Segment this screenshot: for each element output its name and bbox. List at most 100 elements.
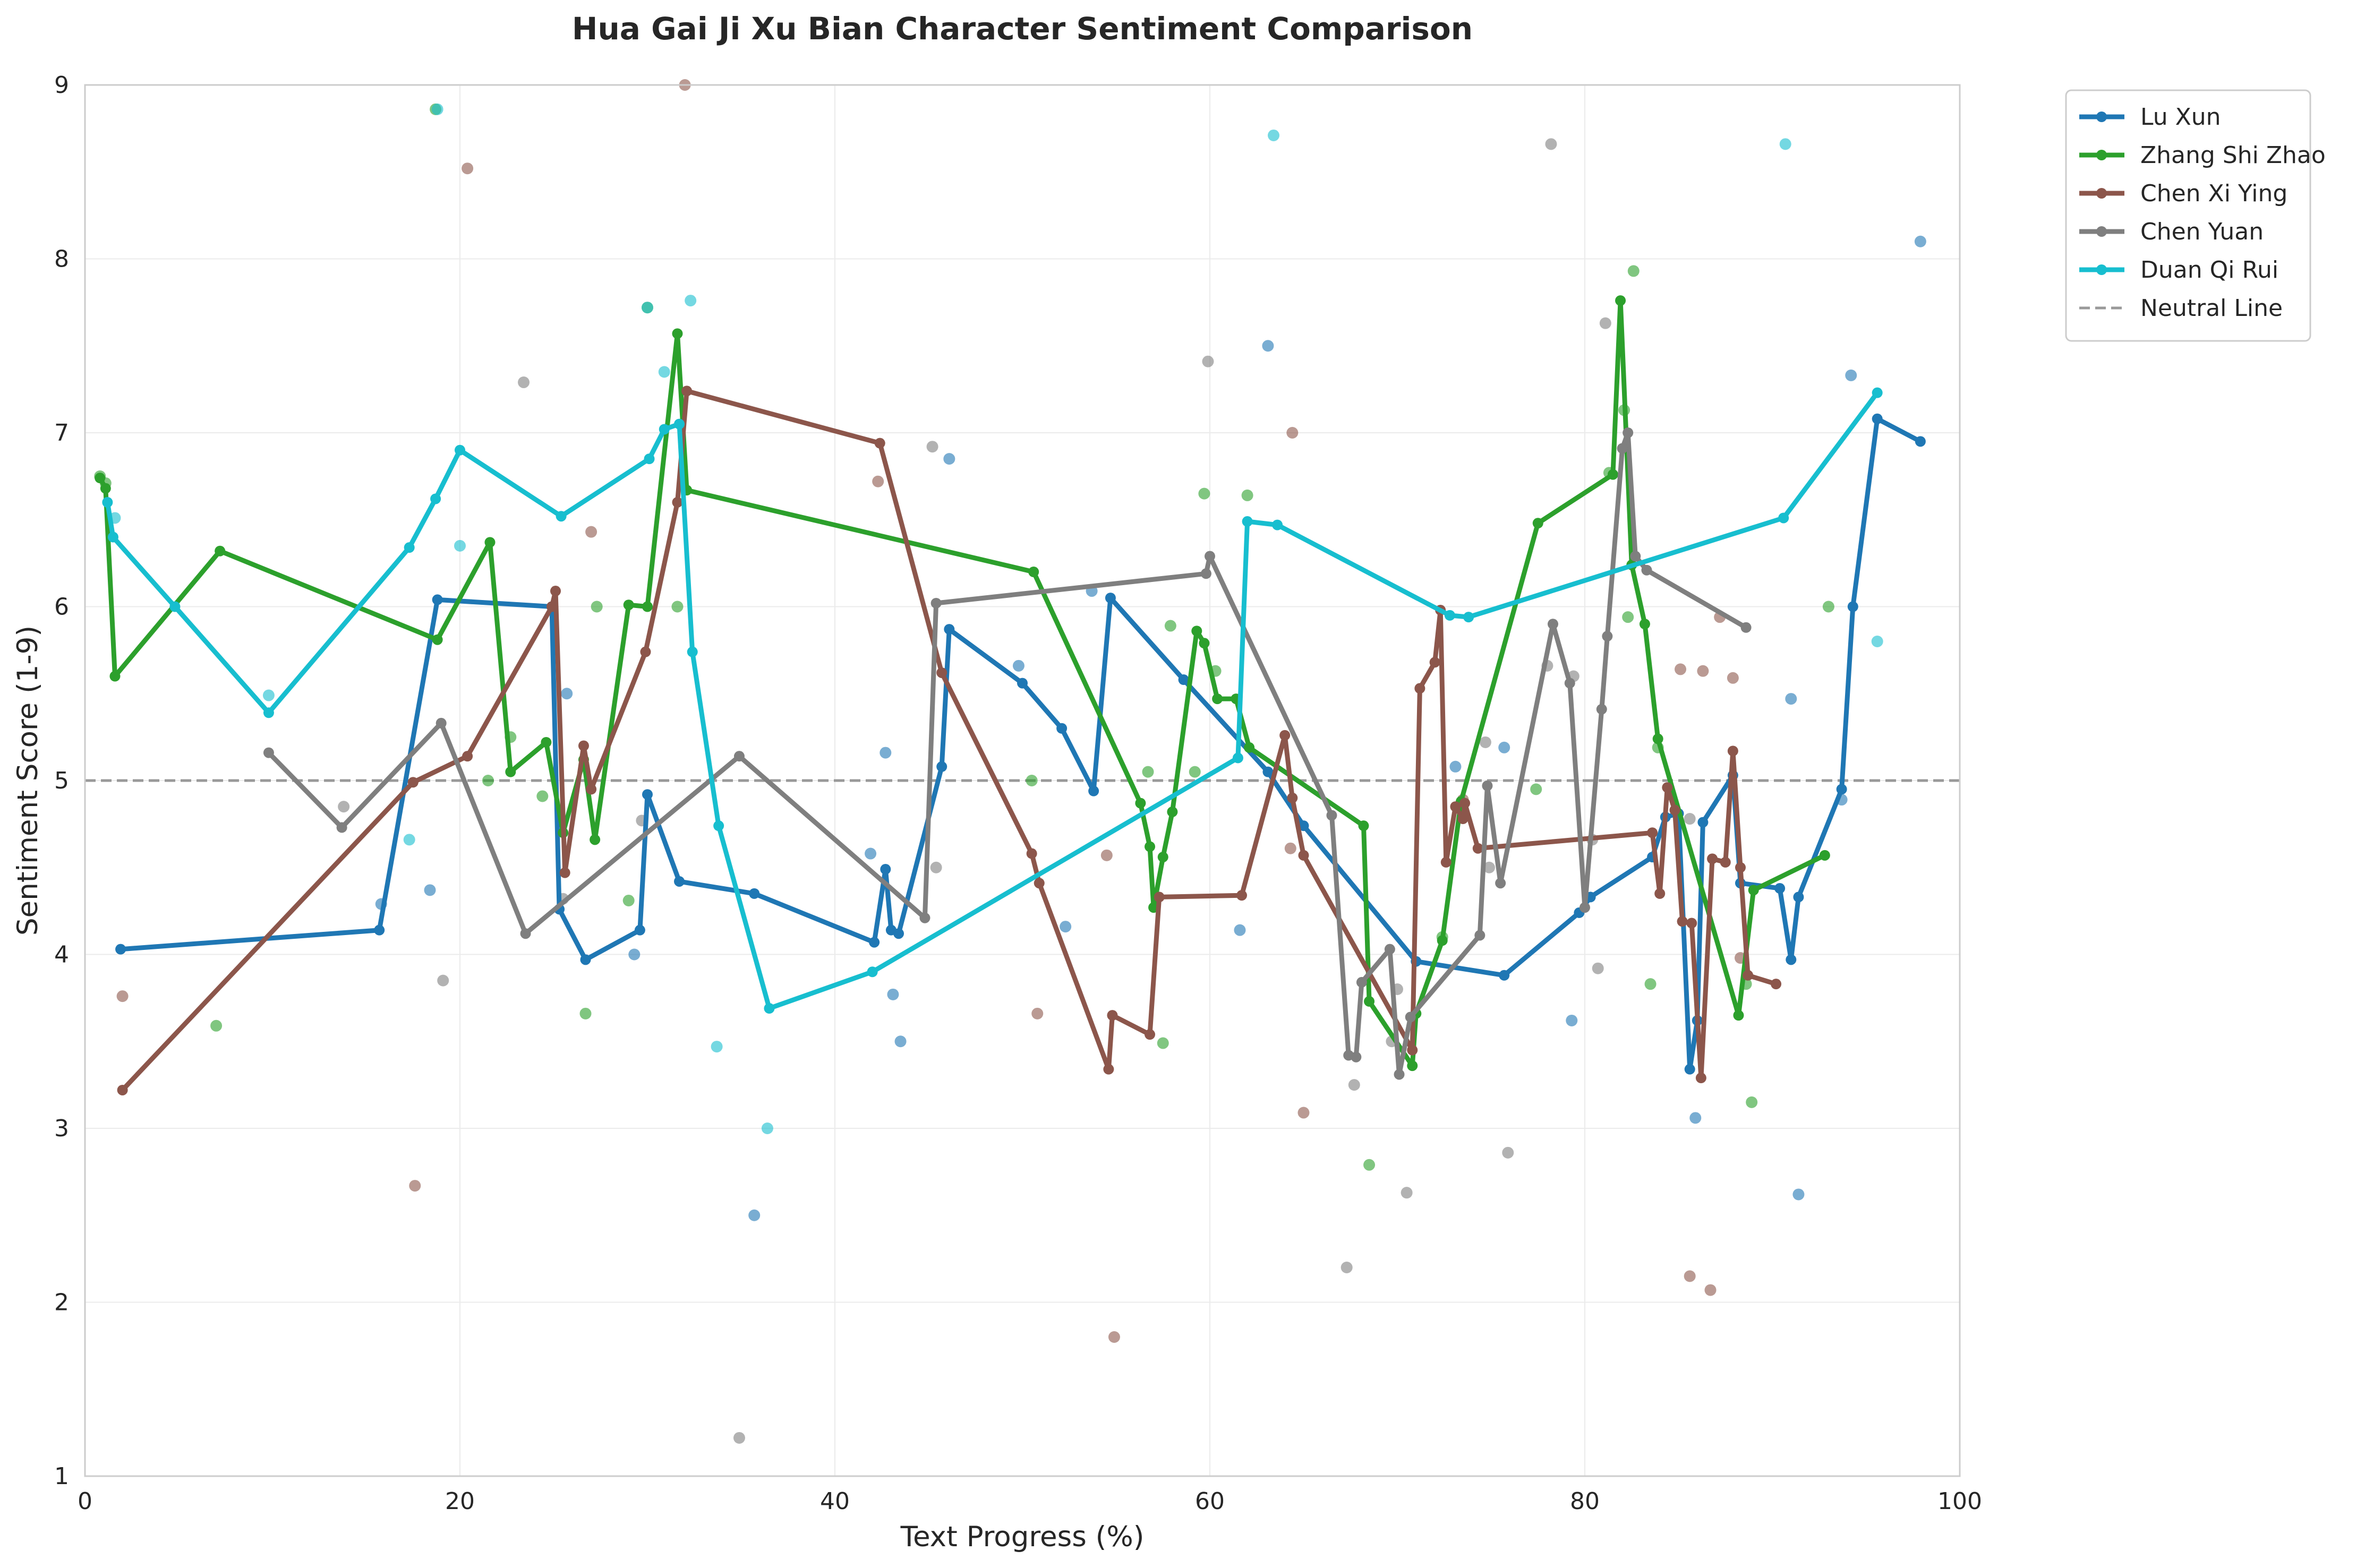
series-marker xyxy=(1287,792,1298,803)
scatter-point xyxy=(1449,760,1462,773)
series-marker xyxy=(1872,413,1883,424)
series-marker xyxy=(107,532,118,543)
series-marker xyxy=(1547,619,1558,630)
series-marker xyxy=(432,594,443,605)
series-marker xyxy=(672,328,683,339)
scatter-point xyxy=(1202,355,1214,367)
scatter-point xyxy=(642,302,653,314)
series-marker xyxy=(1279,730,1291,741)
series-marker xyxy=(944,624,955,635)
series-marker xyxy=(436,717,447,729)
scatter-point xyxy=(761,1123,773,1134)
series-marker xyxy=(1695,1073,1706,1084)
series-marker xyxy=(455,444,465,456)
scatter-point xyxy=(1502,1146,1514,1159)
series-marker xyxy=(1088,785,1099,796)
plot-frame xyxy=(84,84,1961,1477)
series-marker xyxy=(1232,752,1243,764)
series-marker xyxy=(733,751,745,762)
scatter-point xyxy=(1689,1112,1702,1124)
series-marker xyxy=(1407,1060,1418,1072)
series-marker xyxy=(1457,813,1468,825)
scatter-point xyxy=(1530,783,1542,795)
scatter-point xyxy=(1348,1079,1360,1091)
y-tick-label: 3 xyxy=(54,1115,69,1142)
scatter-point xyxy=(210,1019,223,1032)
series-marker xyxy=(1205,551,1215,562)
scatter-point xyxy=(1234,924,1246,936)
series-marker xyxy=(642,789,653,800)
scatter-point xyxy=(894,1035,907,1048)
series-marker xyxy=(867,966,878,978)
scatter-point xyxy=(409,1180,421,1192)
scatter-point xyxy=(1545,138,1557,150)
scatter-point xyxy=(1401,1187,1413,1199)
series-marker xyxy=(1915,436,1926,447)
series-marker xyxy=(1641,564,1652,576)
series-marker xyxy=(1444,610,1455,621)
series-marker xyxy=(95,473,106,484)
series-marker xyxy=(1607,469,1618,480)
scatter-point xyxy=(1592,962,1604,974)
series-marker xyxy=(1677,916,1688,927)
scatter-point xyxy=(1262,340,1274,352)
scatter-point xyxy=(431,103,443,115)
series-marker xyxy=(1707,853,1718,864)
series-marker xyxy=(559,867,570,878)
scatter-point xyxy=(733,1432,745,1444)
scatter-point xyxy=(1341,1262,1353,1273)
series-marker xyxy=(1847,601,1858,612)
series-marker xyxy=(109,671,121,682)
series-marker xyxy=(462,751,473,762)
scatter-point xyxy=(1622,611,1634,623)
scatter-point xyxy=(1241,489,1253,501)
series-marker xyxy=(1407,1044,1418,1056)
series-marker xyxy=(1532,518,1543,529)
y-tick-label: 7 xyxy=(54,419,69,447)
series-marker xyxy=(659,424,670,435)
series-marker xyxy=(432,634,443,645)
series-marker xyxy=(1786,954,1797,965)
scatter-point xyxy=(1026,775,1038,786)
scatter-point xyxy=(671,601,684,613)
series-marker xyxy=(1145,841,1156,852)
series-marker xyxy=(263,747,274,758)
scatter-point xyxy=(628,948,641,961)
series-marker xyxy=(1748,885,1759,896)
series-marker xyxy=(1686,918,1697,929)
series-marker xyxy=(1684,1064,1695,1075)
series-marker xyxy=(520,928,531,939)
series-marker xyxy=(1669,804,1680,816)
series-marker xyxy=(623,599,634,611)
scatter-point xyxy=(1845,369,1857,381)
series-marker xyxy=(169,601,181,612)
series-marker xyxy=(893,928,904,939)
series-marker xyxy=(404,542,415,553)
scatter-point xyxy=(462,162,474,175)
legend-box xyxy=(2065,89,2311,342)
series-marker xyxy=(930,597,942,609)
series-marker xyxy=(1735,862,1746,873)
scatter-point xyxy=(1785,693,1797,705)
legend: Lu Xun Zhang Shi Zhao Chen Xi Ying Chen Yua… xyxy=(2065,89,2326,342)
series-marker xyxy=(936,761,947,772)
series-marker xyxy=(1495,878,1506,889)
series-marker xyxy=(1356,976,1367,988)
scatter-point xyxy=(1284,842,1296,854)
y-tick-label: 8 xyxy=(54,246,69,273)
series-marker xyxy=(1028,567,1039,577)
series-marker xyxy=(1145,1029,1156,1040)
series-marker xyxy=(1135,798,1146,809)
scatter-point xyxy=(685,295,697,307)
series-marker xyxy=(1262,766,1274,777)
scatter-point xyxy=(1779,138,1791,150)
series-marker xyxy=(546,601,557,612)
y-tick-label: 4 xyxy=(54,941,69,969)
scatter-point xyxy=(1286,427,1299,439)
series-marker xyxy=(1623,427,1634,438)
scatter-point xyxy=(403,834,415,846)
scatter-point xyxy=(1914,235,1926,247)
series-marker xyxy=(1743,970,1754,981)
